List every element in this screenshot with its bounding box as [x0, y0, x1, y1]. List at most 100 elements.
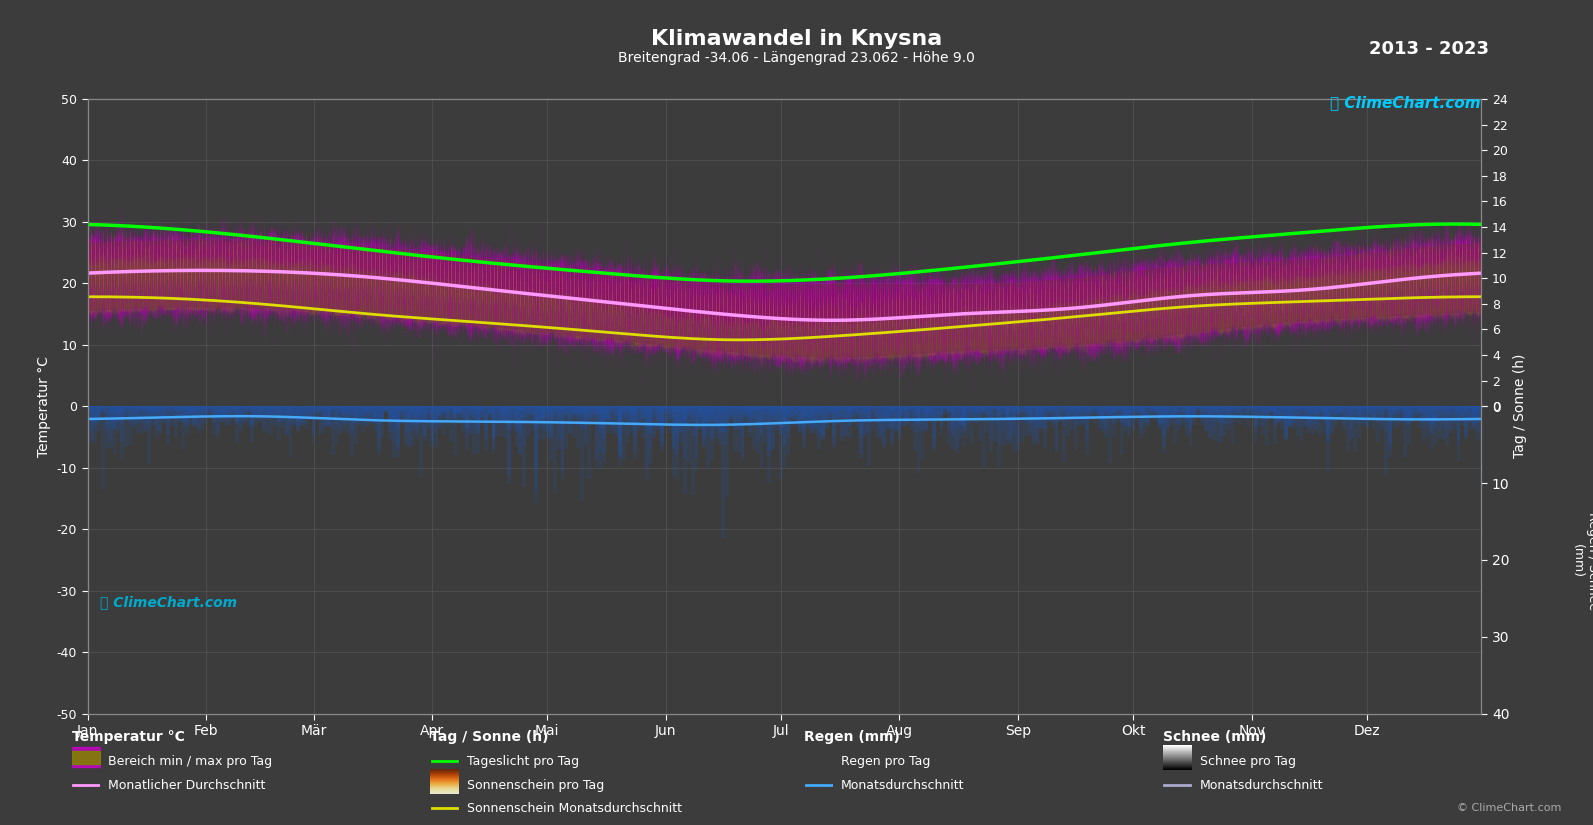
Bar — [416, 407, 419, 424]
Bar — [1450, 407, 1453, 408]
Bar — [449, 407, 454, 409]
Bar — [1418, 407, 1423, 412]
Bar — [1411, 407, 1415, 408]
Bar — [135, 407, 139, 433]
Bar — [550, 407, 553, 441]
Bar — [1392, 407, 1395, 415]
Bar — [787, 407, 790, 421]
Bar — [1308, 407, 1311, 412]
Bar — [1265, 407, 1270, 414]
Bar — [376, 407, 381, 451]
Bar — [220, 407, 223, 412]
Bar — [545, 407, 550, 439]
Bar — [250, 407, 255, 409]
Bar — [247, 407, 250, 427]
Bar — [370, 407, 373, 408]
Bar — [1314, 407, 1319, 420]
Bar — [158, 407, 162, 435]
Bar — [147, 407, 151, 409]
Bar — [1188, 407, 1193, 418]
Bar — [1431, 407, 1434, 419]
Bar — [672, 407, 675, 418]
Bar — [886, 407, 890, 427]
Bar — [1147, 407, 1150, 417]
Bar — [1357, 407, 1360, 410]
Bar — [479, 407, 484, 409]
Bar — [1180, 407, 1185, 413]
Bar — [1251, 407, 1254, 408]
Bar — [981, 407, 986, 415]
Bar — [537, 407, 542, 420]
Bar — [1027, 407, 1032, 436]
Bar — [1276, 407, 1281, 408]
Bar — [607, 407, 610, 409]
Bar — [989, 407, 994, 410]
Bar — [683, 407, 687, 419]
Bar — [285, 407, 288, 409]
Bar — [1188, 407, 1193, 412]
Bar — [1349, 407, 1352, 417]
Bar — [174, 407, 177, 411]
Bar — [389, 407, 392, 439]
Bar — [158, 407, 162, 431]
Bar — [280, 407, 285, 418]
Bar — [951, 407, 954, 408]
Bar — [897, 407, 902, 410]
Bar — [376, 407, 381, 424]
Bar — [660, 407, 664, 422]
Bar — [599, 407, 602, 414]
Bar — [994, 407, 997, 408]
Bar — [825, 407, 828, 415]
Bar — [307, 407, 312, 412]
Bar — [1475, 407, 1480, 416]
Bar — [94, 407, 97, 427]
Bar — [698, 407, 703, 423]
Bar — [1008, 407, 1013, 408]
Bar — [427, 407, 430, 415]
Bar — [1254, 407, 1257, 417]
Bar — [951, 407, 954, 415]
Bar — [1322, 407, 1327, 433]
Bar — [212, 407, 217, 435]
Bar — [741, 407, 744, 456]
Bar — [209, 407, 212, 411]
Bar — [852, 407, 855, 420]
Bar — [749, 407, 752, 432]
Bar — [886, 407, 890, 429]
Bar — [621, 407, 626, 420]
Bar — [626, 407, 629, 443]
Bar — [86, 407, 89, 412]
Bar — [749, 407, 752, 408]
Bar — [1008, 407, 1013, 408]
Bar — [113, 407, 116, 425]
Bar — [457, 407, 460, 419]
Bar — [1090, 407, 1093, 410]
Bar — [1177, 407, 1180, 423]
Bar — [327, 407, 331, 425]
Bar — [1243, 407, 1246, 408]
Bar — [1219, 407, 1223, 444]
Bar — [1330, 407, 1333, 410]
Bar — [135, 407, 139, 413]
Bar — [518, 407, 523, 408]
Bar — [495, 407, 499, 410]
Bar — [755, 407, 760, 428]
Bar — [1469, 407, 1472, 422]
Bar — [607, 407, 610, 433]
Bar — [637, 407, 640, 431]
Bar — [779, 407, 782, 408]
Bar — [806, 407, 809, 427]
Bar — [553, 407, 556, 493]
Bar — [479, 407, 484, 417]
Text: 2013 - 2023: 2013 - 2023 — [1370, 40, 1489, 58]
Bar — [656, 407, 660, 411]
Bar — [556, 407, 561, 422]
Bar — [1372, 407, 1376, 417]
Bar — [362, 407, 365, 421]
Bar — [266, 407, 269, 419]
Bar — [1185, 407, 1188, 422]
Bar — [1082, 407, 1085, 422]
Bar — [403, 407, 408, 409]
Bar — [296, 407, 299, 417]
Bar — [660, 407, 664, 414]
